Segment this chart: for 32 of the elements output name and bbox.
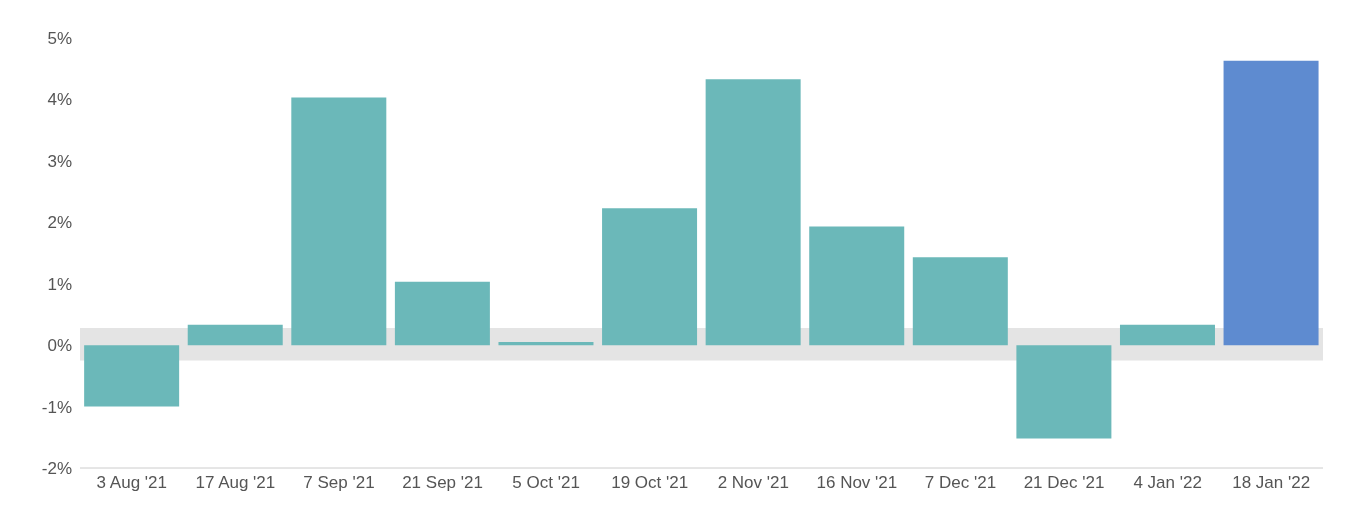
bar (394, 281, 490, 346)
bar (498, 342, 594, 346)
x-tick-label: 21 Sep '21 (402, 473, 483, 493)
y-tick-label: -2% (41, 459, 72, 479)
bar (187, 324, 283, 346)
x-tick-label: 7 Sep '21 (303, 473, 375, 493)
x-tick-label: 17 Aug '21 (195, 473, 276, 493)
x-tick-label: 3 Aug '21 (96, 473, 167, 493)
x-tick-label: 7 Dec '21 (924, 473, 997, 493)
x-tick-label: 18 Jan '22 (1232, 473, 1311, 493)
bar (84, 345, 180, 407)
x-tick-label: 16 Nov '21 (816, 473, 898, 493)
x-tick-label: 19 Oct '21 (611, 473, 689, 493)
y-tick-label: 0% (47, 336, 72, 356)
bar (291, 97, 387, 346)
x-tick-label: 4 Jan '22 (1133, 473, 1202, 493)
bar (1016, 345, 1112, 439)
y-tick-label: 5% (47, 29, 72, 49)
x-tick-label: 5 Oct '21 (512, 473, 580, 493)
y-tick-label: 4% (47, 90, 72, 110)
x-tick-label: 21 Dec '21 (1023, 473, 1105, 493)
y-tick-label: 1% (47, 274, 72, 294)
y-tick-label: 2% (47, 213, 72, 233)
bar (1223, 60, 1319, 346)
bar (912, 257, 1008, 346)
bar (1119, 324, 1215, 346)
y-tick-label: 3% (47, 151, 72, 171)
y-tick-label: -1% (41, 397, 72, 417)
bar (809, 226, 905, 346)
bar (602, 208, 698, 346)
bar (705, 79, 801, 346)
x-tick-label: 2 Nov '21 (717, 473, 789, 493)
